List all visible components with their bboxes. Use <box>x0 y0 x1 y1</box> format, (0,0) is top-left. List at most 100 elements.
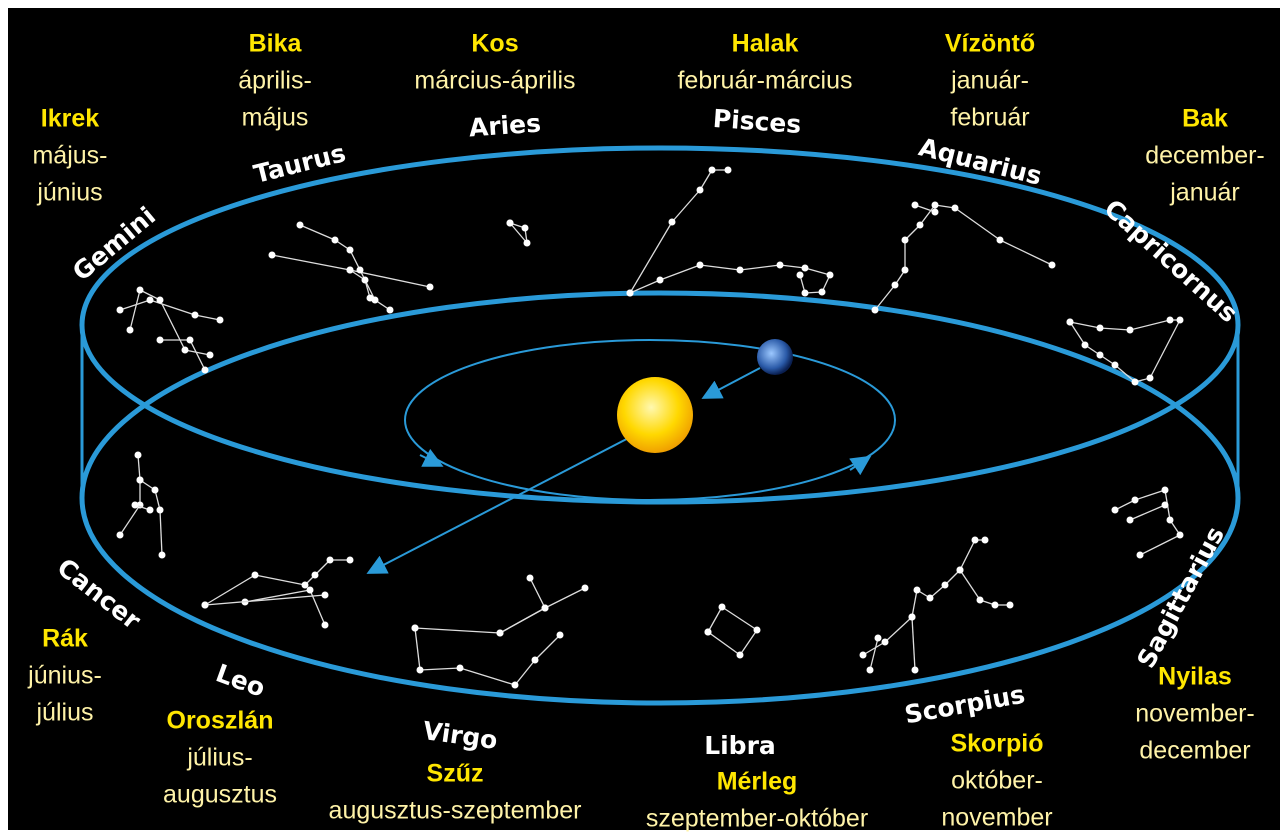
star <box>1126 326 1134 334</box>
star <box>916 221 924 229</box>
star <box>321 591 329 599</box>
star-link <box>944 569 961 586</box>
sign-name: Bika <box>249 30 303 58</box>
star <box>1096 324 1104 332</box>
sign-dates: június <box>36 179 102 207</box>
sign-name: Oroszlán <box>167 707 274 735</box>
star-link <box>414 627 421 671</box>
star-link <box>359 269 376 301</box>
star <box>331 236 339 244</box>
constellation-name: Aries <box>468 109 542 143</box>
star-link <box>804 267 831 276</box>
star-link <box>244 589 311 603</box>
star <box>1131 496 1139 504</box>
sign-dates: december- <box>1145 142 1265 170</box>
sign-dates: március-április <box>414 67 575 95</box>
star <box>116 531 124 539</box>
star-link <box>779 264 806 269</box>
star-link <box>659 264 701 281</box>
sign-dates: február-március <box>677 67 852 95</box>
star <box>416 666 424 674</box>
star <box>801 264 809 272</box>
sign-name: Kos <box>471 30 518 58</box>
star <box>151 486 159 494</box>
star-link <box>514 659 536 686</box>
star <box>796 271 804 279</box>
star <box>1066 318 1074 326</box>
star <box>866 666 874 674</box>
sign-dates: november <box>941 804 1052 832</box>
star <box>891 281 899 289</box>
star <box>581 584 589 592</box>
star-link <box>159 299 186 351</box>
star-link <box>349 269 431 288</box>
star <box>541 604 549 612</box>
sign-name: Bak <box>1182 105 1228 133</box>
star <box>941 581 949 589</box>
star <box>456 664 464 672</box>
star-link <box>459 667 516 686</box>
star <box>311 571 319 579</box>
star-link <box>721 606 758 631</box>
sign-name: Vízöntő <box>945 30 1035 58</box>
star <box>718 603 726 611</box>
star <box>1176 531 1184 539</box>
star-link <box>349 249 361 271</box>
star <box>146 296 154 304</box>
star-link <box>189 339 206 371</box>
star-link <box>1134 489 1166 501</box>
sign-dates: január- <box>950 67 1029 95</box>
sign-dates: január <box>1169 179 1240 207</box>
earth-orbit <box>404 339 896 501</box>
star-link <box>1069 321 1101 329</box>
star-link <box>204 574 256 606</box>
star <box>346 556 354 564</box>
star-link <box>254 574 306 586</box>
star-link <box>884 616 913 643</box>
star-link <box>1069 321 1086 346</box>
star-link <box>874 284 896 311</box>
star-link <box>139 289 161 301</box>
star <box>306 586 314 594</box>
star <box>156 336 164 344</box>
star-link <box>159 509 163 556</box>
sign-dates: október- <box>951 767 1043 795</box>
star <box>951 204 959 212</box>
star <box>913 586 921 594</box>
earth <box>757 339 793 375</box>
star-link <box>629 221 673 294</box>
star <box>426 283 434 291</box>
star <box>511 681 519 689</box>
sign-dates: június- <box>27 662 102 690</box>
star <box>268 251 276 259</box>
star <box>1136 551 1144 559</box>
star-link <box>194 314 221 321</box>
star <box>136 286 144 294</box>
star <box>724 166 732 174</box>
constellations <box>116 166 1184 689</box>
sign-dates: május- <box>32 142 107 170</box>
star-link <box>914 204 936 213</box>
star <box>126 326 134 334</box>
star <box>361 276 369 284</box>
star <box>411 624 419 632</box>
sign-dates: július <box>36 699 94 727</box>
star-link <box>1129 504 1166 521</box>
star-link <box>509 222 528 244</box>
star <box>696 186 704 194</box>
star <box>704 628 712 636</box>
star <box>926 594 934 602</box>
star <box>976 596 984 604</box>
star <box>753 626 761 634</box>
sun <box>617 377 693 453</box>
star <box>931 201 939 209</box>
zodiac-band <box>79 145 1241 706</box>
star <box>708 166 716 174</box>
star-link <box>149 299 196 316</box>
star <box>901 236 909 244</box>
star <box>656 276 664 284</box>
star-link <box>184 349 211 356</box>
star-link <box>314 559 331 576</box>
sign-dates: augusztus <box>163 781 277 809</box>
star <box>996 236 1004 244</box>
